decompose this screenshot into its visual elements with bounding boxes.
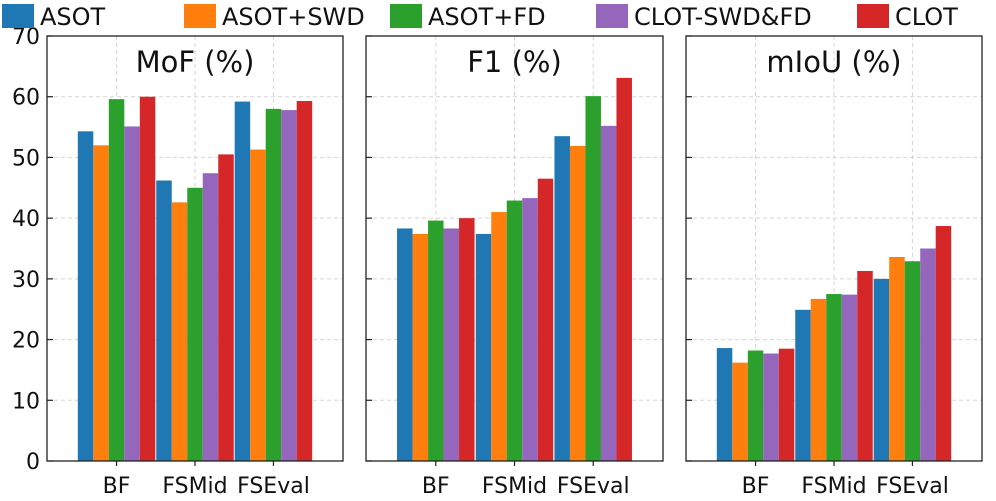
panel-miou: BF FSMid FSEval mIoU (%) xyxy=(685,35,983,499)
bar-clot-bf xyxy=(778,348,795,461)
y-tick-label: 10 xyxy=(12,389,40,414)
bar-clot-fsmid xyxy=(218,154,234,461)
bar-clot-swd-fd-fsmid xyxy=(202,173,219,461)
bar-clot-fsmid xyxy=(857,270,873,461)
legend-item-clot: CLOT xyxy=(857,3,958,31)
x-tick-label: FSMid xyxy=(801,474,866,499)
legend-item-asot-fd: ASOT+FD xyxy=(390,3,546,31)
bar-asot-swd-bf xyxy=(93,145,109,462)
bar-asot-fd-bf xyxy=(108,99,125,462)
bar-asot-fd-fsmid xyxy=(506,200,523,462)
y-tick-label: 60 xyxy=(12,86,40,111)
legend-label: ASOT+SWD xyxy=(222,3,365,31)
x-tick-label: BF xyxy=(742,474,770,499)
bar-asot-fd-fseval xyxy=(585,96,601,461)
bar-asot-fsmid xyxy=(156,180,172,461)
panel-title: F1 (%) xyxy=(467,45,562,79)
y-tick-label: 40 xyxy=(12,207,40,232)
bar-clot-swd-fd-fseval xyxy=(920,248,936,461)
legend-label: CLOT-SWD&FD xyxy=(634,3,812,31)
panel-title: mIoU (%) xyxy=(766,45,901,79)
bar-asot-bf xyxy=(397,228,413,461)
bar-clot-fsmid xyxy=(537,178,554,461)
bar-clot-swd-fd-fsmid xyxy=(522,198,538,461)
bar-clot-bf xyxy=(459,218,475,461)
bar-asot-bf xyxy=(716,348,733,461)
legend-item-asot: ASOT xyxy=(2,3,106,31)
bar-clot-bf xyxy=(139,96,156,461)
bar-asot-swd-fseval xyxy=(569,145,586,461)
legend-item-clot-swd-fd: CLOT-SWD&FD xyxy=(596,3,812,31)
y-tick-label: 50 xyxy=(12,146,40,171)
bar-clot-swd-fd-bf xyxy=(763,353,779,461)
legend-swatch xyxy=(390,4,422,28)
bar-clot-fseval xyxy=(616,77,632,462)
bar-asot-fd-bf xyxy=(747,350,764,461)
bar-asot-bf xyxy=(77,131,94,462)
bar-asot-fsmid xyxy=(475,233,492,461)
bar-asot-fd-bf xyxy=(428,220,444,461)
bar-clot-swd-fd-fseval xyxy=(281,110,297,462)
x-tick-label: FSEval xyxy=(876,474,949,499)
legend-swatch xyxy=(596,4,628,28)
panel-mof: 0 10 20 30 40 50 60 70 BF FSMid FSEval MoF (%) xyxy=(12,25,344,499)
legend: ASOT ASOT+SWD ASOT+FD CLOT-SWD&FD CLOT xyxy=(2,3,958,31)
bar-asot-fd-fseval xyxy=(265,108,282,461)
legend-swatch xyxy=(2,4,34,28)
legend-swatch xyxy=(857,4,889,28)
legend-label: ASOT xyxy=(40,3,106,31)
bar-asot-swd-fsmid xyxy=(491,212,507,461)
bar-clot-fseval xyxy=(296,100,313,461)
bar-clot-swd-fd-bf xyxy=(124,126,140,461)
bar-asot-swd-fseval xyxy=(250,149,266,462)
bar-asot-fd-fseval xyxy=(904,261,921,461)
bar-asot-fseval xyxy=(234,101,251,462)
panel-title: MoF (%) xyxy=(136,45,255,79)
y-tick-label: 20 xyxy=(12,329,40,354)
bar-asot-fseval xyxy=(873,278,890,461)
bar-asot-fd-fsmid xyxy=(187,187,203,462)
x-tick-label: BF xyxy=(103,474,131,499)
bar-asot-swd-fsmid xyxy=(171,202,188,461)
chart-panels: 0 10 20 30 40 50 60 70 BF FSMid FSEval MoF (%) BF FSM… xyxy=(12,25,983,499)
x-tick-label: FSMid xyxy=(482,474,547,499)
bar-clot-swd-fd-bf xyxy=(443,228,460,461)
bar-asot-fd-fsmid xyxy=(826,294,842,461)
y-tick-label: 30 xyxy=(12,268,40,293)
x-tick-label: FSMid xyxy=(162,474,227,499)
y-tick-label: 0 xyxy=(26,450,40,475)
legend-label: ASOT+FD xyxy=(428,3,546,31)
x-tick-label: FSEval xyxy=(237,474,310,499)
legend-swatch xyxy=(184,4,216,28)
bar-asot-fseval xyxy=(554,136,570,461)
x-tick-label: FSEval xyxy=(557,474,630,499)
bar-asot-swd-bf xyxy=(412,233,429,461)
y-tick-label: 70 xyxy=(12,25,40,50)
bar-asot-fsmid xyxy=(795,309,811,461)
panel-f1: BF FSMid FSEval F1 (%) xyxy=(365,35,664,499)
legend-item-asot-swd: ASOT+SWD xyxy=(184,3,365,31)
legend-label: CLOT xyxy=(895,3,958,31)
bar-clot-fseval xyxy=(935,226,952,461)
bar-asot-swd-fseval xyxy=(889,257,905,461)
bar-asot-swd-fsmid xyxy=(810,298,827,461)
x-tick-label: BF xyxy=(422,474,450,499)
bar-asot-swd-bf xyxy=(732,362,748,461)
bar-clot-swd-fd-fseval xyxy=(600,125,617,461)
bar-clot-swd-fd-fsmid xyxy=(841,294,858,461)
